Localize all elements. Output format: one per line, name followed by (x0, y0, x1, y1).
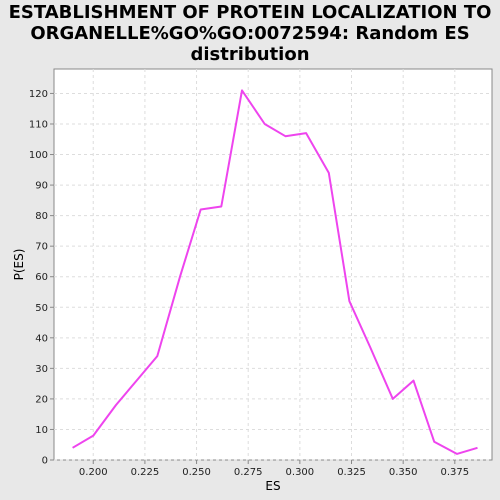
y-tick-label: 30 (35, 364, 48, 375)
x-tick-label: 0.375 (440, 467, 469, 478)
x-tick-label: 0.250 (182, 467, 211, 478)
x-tick-label: 0.350 (389, 467, 418, 478)
series-line (72, 89, 478, 455)
chart-title: ESTABLISHMENT OF PROTEIN LOCALIZATION TO… (8, 2, 492, 65)
x-tick-label: 0.200 (79, 467, 108, 478)
y-tick-label: 20 (35, 394, 48, 405)
y-tick-label: 10 (35, 425, 48, 436)
x-tick-label: 0.225 (131, 467, 160, 478)
y-tick-label: 120 (29, 89, 48, 100)
y-tick-label: 70 (35, 242, 48, 253)
x-tick-label: 0.325 (337, 467, 366, 478)
y-tick-label: 60 (35, 272, 48, 283)
y-tick-label: 110 (29, 119, 48, 130)
y-tick-label: 100 (29, 150, 48, 161)
y-axis-label: P(ES) (12, 249, 26, 281)
y-tick-label: 40 (35, 333, 48, 344)
y-tick-label: 0 (42, 456, 48, 467)
x-tick-label: 0.275 (234, 467, 263, 478)
x-tick-label: 0.300 (286, 467, 315, 478)
y-tick-label: 50 (35, 303, 48, 314)
y-tick-label: 80 (35, 211, 48, 222)
y-tick-label: 90 (35, 181, 48, 192)
x-axis-label: ES (265, 479, 280, 493)
